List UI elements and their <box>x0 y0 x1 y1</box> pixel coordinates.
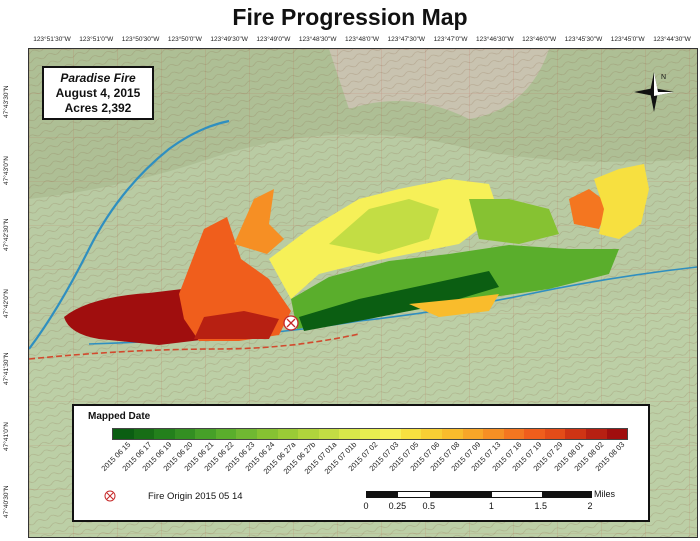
latitude-label: 47°41'30"N <box>3 352 10 385</box>
date-color-ramp <box>112 428 628 440</box>
color-swatch <box>236 429 257 439</box>
latitude-label: 47°42'30"N <box>3 218 10 252</box>
fire-origin-icon <box>104 490 116 502</box>
north-fork-river <box>29 119 230 350</box>
color-swatch <box>524 429 545 439</box>
longitude-label: 123°48'0"W <box>345 36 379 43</box>
latitude-label: 47°42'0"N <box>3 289 10 318</box>
map-date: August 4, 2015 <box>55 86 141 100</box>
fire-perimeter-2015-08-02 <box>194 311 279 339</box>
longitude-label: 123°50'30"W <box>121 36 160 43</box>
color-swatch <box>565 429 586 439</box>
longitude-label: 123°45'0"W <box>610 36 645 43</box>
color-swatch <box>421 429 442 439</box>
road <box>29 333 360 360</box>
color-swatch <box>318 429 340 439</box>
fire-origin-marker <box>283 315 299 331</box>
longitude-label: 123°44'30"W <box>653 36 691 43</box>
map-title: Fire Progression Map <box>232 4 468 30</box>
longitude-label: 123°51'0"W <box>79 36 114 43</box>
fire-origin-label: Fire Origin 2015 05 14 <box>148 491 243 502</box>
color-swatch <box>256 429 278 439</box>
north-arrow-icon: N <box>634 72 674 112</box>
longitude-label: 123°46'0"W <box>522 36 557 43</box>
color-swatch <box>462 429 484 439</box>
fire-perimeter-2015-06-15 <box>299 271 499 331</box>
longitude-label: 123°47'0"W <box>433 36 468 43</box>
scale-bar <box>366 491 592 498</box>
scale-label: 1 <box>488 501 494 511</box>
color-swatch <box>277 429 299 439</box>
latitude-label: 47°43'30"N <box>3 85 10 118</box>
fire-perimeter-2015-07-19b <box>569 189 609 229</box>
scale-label: 0.5 <box>422 501 435 511</box>
fire-acres: Acres 2,392 <box>64 101 132 115</box>
fire-info-box: Paradise Fire August 4, 2015 Acres 2,392 <box>42 66 154 120</box>
color-swatch <box>483 429 504 439</box>
longitude-label: 123°47'30"W <box>387 36 426 43</box>
latitude-label: 47°40'30"N <box>3 485 10 518</box>
scale-label: 1.5 <box>534 501 547 511</box>
color-swatch <box>174 429 196 439</box>
legend-title: Mapped Date <box>88 411 151 422</box>
color-swatch <box>544 429 566 439</box>
color-swatch <box>215 429 237 439</box>
legend-panel: Mapped Date 2015 06 15 2015 06 17 2015 06 … <box>72 404 650 522</box>
color-swatch <box>606 429 628 439</box>
color-swatch <box>380 429 401 439</box>
compass-north-label: N <box>661 74 666 81</box>
fire-perimeter-2015-07-08 <box>409 294 499 317</box>
latitude-label: 47°43'0"N <box>3 155 10 185</box>
color-swatch <box>339 429 360 439</box>
scale-label: 2 <box>587 501 593 511</box>
longitude-label: 123°45'30"W <box>564 36 603 43</box>
longitude-label: 123°49'0"W <box>256 36 291 43</box>
fire-perimeter-2015-08-03 <box>64 287 219 345</box>
color-swatch <box>298 429 319 439</box>
longitude-label: 123°50'0"W <box>167 36 202 43</box>
fire-perimeter-2015-07-05 <box>594 164 649 239</box>
color-swatch <box>400 429 422 439</box>
fire-perimeter-2015-07-01a <box>329 199 439 254</box>
fire-perimeter-2015-07-16 <box>234 189 284 254</box>
color-swatch <box>133 429 155 439</box>
color-swatch <box>154 429 175 439</box>
longitude-label: 123°48'30"W <box>298 36 337 43</box>
color-swatch <box>585 429 607 439</box>
scale-label: 0 <box>363 501 369 511</box>
color-swatch <box>195 429 216 439</box>
color-swatch <box>503 429 525 439</box>
color-swatch <box>442 429 463 439</box>
longitude-label: 123°51'30"W <box>33 36 71 43</box>
color-swatch <box>359 429 381 439</box>
scale-unit: Miles <box>594 489 616 499</box>
longitude-label: 123°49'30"W <box>210 36 248 43</box>
longitude-label: 123°46'30"W <box>476 36 514 43</box>
date-labels: 2015 06 15 2015 06 17 2015 06 19 2015 06 20… <box>100 440 626 490</box>
fire-name: Paradise Fire <box>60 71 136 85</box>
longitude-labels: 123°51'30"W 123°51'0"W 123°50'30"W 123°50'0… <box>0 36 700 48</box>
scale-label: 0.25 <box>388 501 407 511</box>
fire-perimeter-2015-06-24 <box>469 199 559 244</box>
fire-perimeter-2015-07-19 <box>179 217 291 341</box>
color-swatch <box>113 429 134 439</box>
latitude-label: 47°41'0"N <box>3 422 10 452</box>
